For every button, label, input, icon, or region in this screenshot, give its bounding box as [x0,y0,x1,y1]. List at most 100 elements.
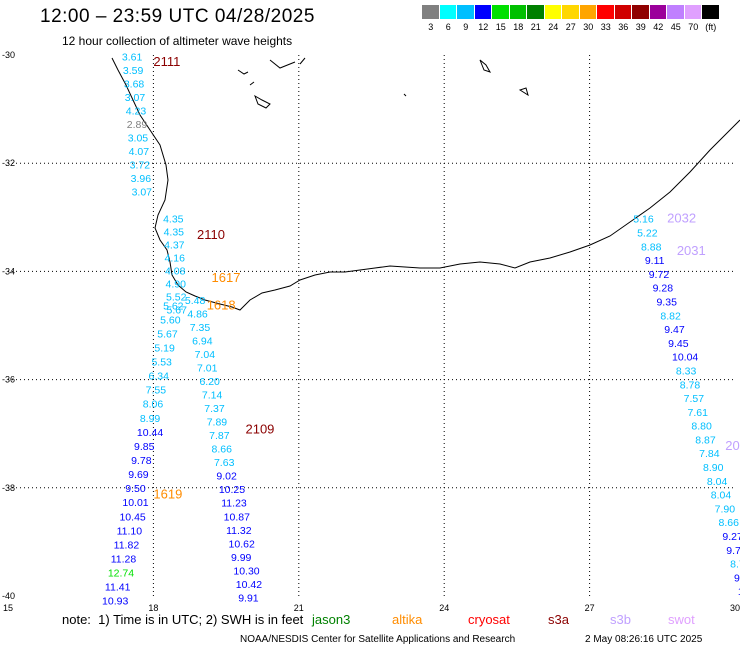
satellite-label: altika [392,612,423,627]
wave-height-value: 9.99 [231,552,252,564]
pass-label: 2110 [197,227,225,242]
wave-height-value: 8.82 [660,310,681,322]
wave-height-value: 8.90 [703,462,724,474]
wave-height-value: 5.62 [163,300,184,312]
legend-label: 42 [653,22,664,32]
color-legend-labels: 3 6 9 12 15 18 21 24 27 30 33 36 39 42 45 70 (ft) [422,22,720,32]
legend-label: 45 [670,22,681,32]
wave-height-value: 10.42 [236,579,262,591]
wave-height-value: 9.96 [734,572,740,584]
wave-height-value: 10.3 [738,586,740,598]
wave-height-value: 9.35 [656,296,677,308]
footer-note: note: 1) Time is in UTC; 2) SWH is in fe… [62,612,304,627]
wave-height-value: 7.14 [202,390,223,402]
lon-tick-label: 15 [3,603,13,613]
wave-height-value: 11.28 [111,553,137,565]
wave-height-value: 3.05 [128,133,149,145]
pass-label: 2111 [153,54,180,69]
wave-height-value: 4.07 [129,146,150,158]
wave-height-value: 5.22 [637,228,658,240]
legend-label: (ft) [705,22,717,32]
legend-swatch [527,5,545,19]
pass-label: 2109 [245,422,274,437]
wave-height-value: 8.04 [711,490,732,502]
wave-height-value: 7.57 [684,393,705,405]
wave-height-value: 9.50 [125,483,146,495]
wave-height-value: 6.20 [199,376,220,388]
wave-height-value: 5.19 [154,342,175,354]
wave-height-value: 9.72 [649,269,670,281]
wave-height-value: 4.37 [164,240,185,252]
wave-height-value: 9.91 [238,592,259,604]
lon-tick-label: 30 [730,603,740,613]
legend-label: 3 [428,22,434,32]
legend-label: 12 [478,22,489,32]
coast-north [269,57,306,69]
wave-height-value: 8.88 [641,241,662,253]
wave-height-value: 11.23 [221,498,247,510]
legend-label: 70 [688,22,699,32]
wave-height-value: 8.78 [680,379,701,391]
legend-label: 27 [565,22,576,32]
wave-height-value: 3.72 [130,160,151,172]
wave-height-value: 7.01 [197,362,218,374]
pass-labels: 2111 2110 1617 1618 2109 1619 2032 2031 20 [153,54,739,502]
pass-label: 1619 [153,487,182,502]
satellite-label: jason3 [312,612,351,627]
wave-height-value: 5.67 [166,305,187,317]
lat-tick-label: -34 [2,266,15,276]
legend-swatch [667,5,685,19]
island-1 [479,59,492,73]
lat-tick-label: -30 [2,50,15,60]
lon-tick-label: 27 [585,603,595,613]
wave-height-value: 12.74 [108,568,134,580]
wave-height-value: 10.93 [102,596,128,608]
wave-height-value: 7.04 [195,349,216,361]
wave-height-value: 10.44 [137,427,163,439]
footer-date: 2 May 08:26:16 UTC 2025 [585,634,703,645]
wave-height-value: 10.04 [672,352,698,364]
legend-label: 30 [583,22,594,32]
legend-label: 36 [618,22,629,32]
lat-tick-label: -38 [2,483,15,493]
pass-label: 1617 [212,270,241,285]
wave-height-value: 9.02 [216,471,237,483]
legend-swatch [492,5,510,19]
wave-height-value: 3.96 [131,173,152,185]
legend-swatch [439,5,457,19]
wave-height-value: 4.90 [166,279,187,291]
wave-height-value: 8.66 [719,517,740,529]
wave-height-value: 8.70 [730,559,740,571]
wave-height-value: 3.61 [122,51,143,63]
wave-height-value: 11.82 [114,539,140,551]
wave-height-value: 11.10 [117,525,143,537]
wave-height-value: 6.34 [149,371,170,383]
lat-tick-label: -36 [2,375,15,385]
wave-height-value: 10.25 [219,484,245,496]
wave-height-value: 5.60 [160,314,181,326]
legend-label: 24 [548,22,559,32]
wave-height-value: 8.33 [676,365,697,377]
lat-tick-label: -32 [2,158,15,168]
wave-height-value: 7.61 [688,407,709,419]
wave-height-value: 11.41 [105,582,131,594]
wave-height-value: 3.07 [132,187,153,199]
wave-height-value: 10.45 [119,511,145,523]
axis-labels: -30 -32 -34 -36 -38 -40 15 18 21 24 27 30 [2,50,740,613]
legend-label: 18 [513,22,524,32]
wave-height-value: 10.30 [233,565,259,577]
altimeter-tracks: 3.61 3.593.68 3.07 4.232.89 3.054.07 3.723.96… [102,51,740,608]
wave-height-value: 9.28 [653,283,674,295]
wave-height-value: 8.04 [707,476,728,488]
wave-height-value: 7.55 [146,385,167,397]
satellite-label: s3a [548,612,569,627]
wave-height-value: 9.45 [668,338,689,350]
wave-height-value: 7.37 [204,403,225,415]
wave-height-value: 5.67 [157,328,178,340]
wave-height-value: 9.11 [645,255,665,267]
wave-height-value: 10.01 [122,497,148,509]
legend-swatch [544,5,562,19]
wave-height-value: 2.89 [127,119,148,131]
wave-height-value: 8.99 [140,413,161,425]
legend-swatch [562,5,580,19]
